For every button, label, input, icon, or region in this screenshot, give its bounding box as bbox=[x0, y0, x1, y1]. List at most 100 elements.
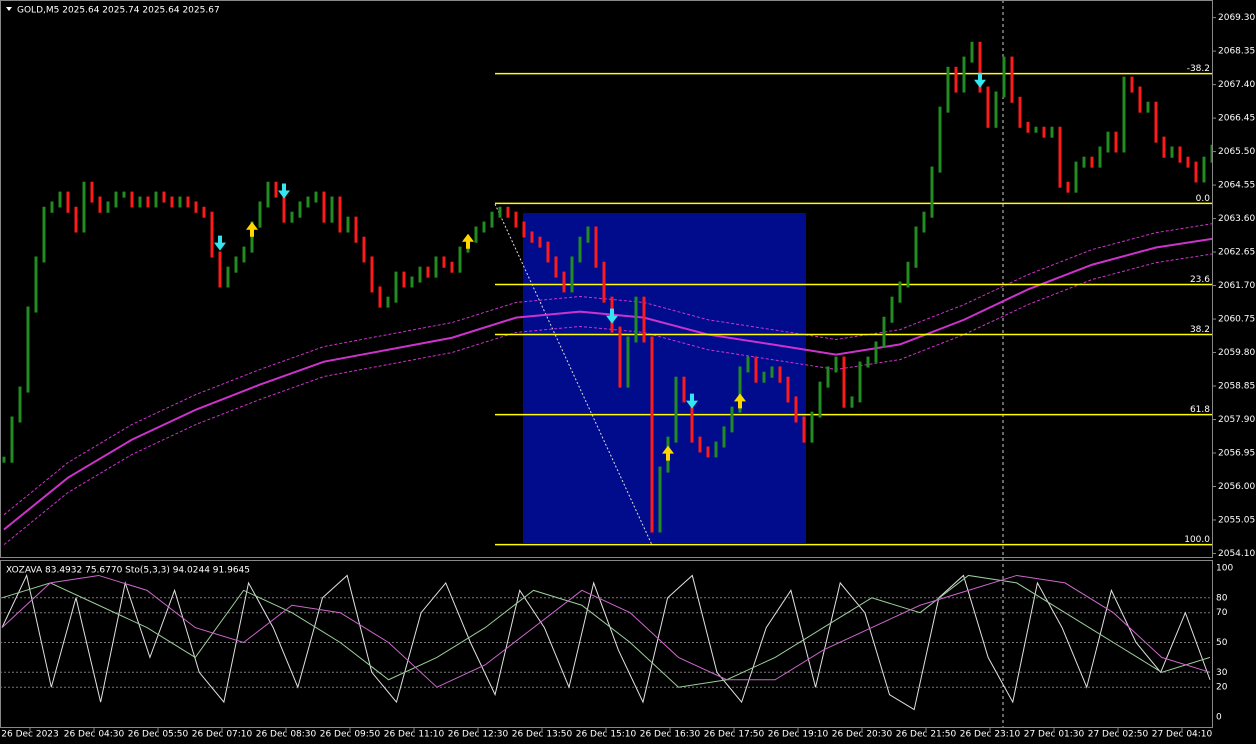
x-tick-label: 26 Dec 23:10 bbox=[960, 730, 1021, 740]
fib-label: -38.2 bbox=[1187, 64, 1210, 74]
price-bar bbox=[914, 226, 918, 268]
price-bar bbox=[1098, 146, 1102, 168]
y-tick-label: 2057.90 bbox=[1218, 415, 1255, 425]
price-bar bbox=[146, 196, 150, 208]
price-bar bbox=[1146, 101, 1150, 113]
price-bar bbox=[754, 356, 758, 383]
price-bar bbox=[794, 396, 798, 423]
chart-title: GOLD,M5 2025.64 2025.74 2025.64 2025.67 bbox=[17, 6, 220, 16]
price-bar bbox=[818, 381, 822, 418]
oscillator-line bbox=[1, 574, 1211, 688]
price-bar bbox=[450, 261, 454, 273]
price-bar bbox=[282, 191, 286, 223]
price-bar bbox=[922, 211, 926, 233]
price-bar bbox=[1058, 126, 1062, 188]
y-tick-label: 2054.10 bbox=[1218, 549, 1255, 559]
price-bar bbox=[946, 66, 950, 113]
price-bar bbox=[474, 226, 478, 243]
price-bar bbox=[370, 256, 374, 293]
price-bar bbox=[1074, 161, 1078, 193]
price-bar bbox=[402, 271, 406, 288]
price-bar bbox=[346, 216, 350, 233]
price-bar bbox=[634, 296, 638, 343]
price-bar bbox=[154, 191, 158, 208]
price-bar bbox=[730, 406, 734, 433]
price-bar bbox=[930, 166, 934, 218]
signal-arrow bbox=[278, 183, 290, 199]
price-bar bbox=[194, 201, 198, 213]
x-tick-label: 26 Dec 2023 bbox=[1, 730, 59, 740]
price-bar bbox=[698, 436, 702, 453]
price-bar bbox=[98, 196, 102, 213]
price-bar bbox=[874, 341, 878, 363]
price-bar bbox=[674, 376, 678, 443]
price-bar bbox=[338, 196, 342, 233]
price-bar bbox=[290, 211, 294, 223]
oscillator-line bbox=[1, 573, 1211, 711]
fib-trend-line bbox=[494, 203, 653, 546]
price-bar bbox=[706, 446, 710, 458]
signal-arrow bbox=[974, 72, 986, 88]
y-tick-label: 2061.70 bbox=[1218, 281, 1255, 291]
price-bar bbox=[210, 211, 214, 258]
price-bar bbox=[562, 271, 566, 293]
y-tick-label: 2068.35 bbox=[1218, 47, 1255, 57]
price-bar bbox=[330, 196, 334, 223]
price-bar bbox=[554, 256, 558, 278]
price-bar bbox=[938, 106, 942, 173]
price-bar bbox=[626, 336, 630, 388]
price-bar bbox=[258, 201, 262, 228]
signal-arrow bbox=[734, 393, 746, 409]
x-tick-label: 26 Dec 05:50 bbox=[128, 730, 189, 740]
price-bar bbox=[658, 466, 662, 533]
price-bar bbox=[834, 356, 838, 373]
x-tick-label: 26 Dec 09:50 bbox=[320, 730, 381, 740]
price-bar bbox=[1042, 126, 1046, 138]
price-bar bbox=[434, 256, 438, 278]
price-bar bbox=[714, 441, 718, 458]
price-bar bbox=[986, 86, 990, 128]
price-bar bbox=[778, 366, 782, 383]
y-tick-label: 0 bbox=[1216, 713, 1222, 723]
price-bar bbox=[1026, 121, 1030, 133]
price-bar bbox=[226, 266, 230, 288]
signal-arrow bbox=[606, 308, 618, 324]
x-tick-label: 26 Dec 08:30 bbox=[256, 730, 317, 740]
price-bar bbox=[1050, 126, 1054, 138]
price-bar bbox=[770, 366, 774, 378]
price-bar bbox=[18, 386, 22, 423]
fib-label: 100.0 bbox=[1184, 535, 1210, 545]
price-bar bbox=[1202, 156, 1206, 183]
y-tick-label: 30 bbox=[1216, 668, 1228, 678]
price-bar bbox=[826, 366, 830, 388]
x-tick-label: 26 Dec 04:30 bbox=[64, 730, 125, 740]
x-tick-label: 26 Dec 19:10 bbox=[768, 730, 829, 740]
price-bar bbox=[218, 251, 222, 288]
price-bar bbox=[34, 256, 38, 313]
price-bar bbox=[1082, 156, 1086, 168]
price-bar bbox=[1154, 101, 1158, 143]
y-tick-label: 100 bbox=[1216, 564, 1233, 574]
price-bar bbox=[1210, 144, 1212, 163]
price-bar bbox=[10, 416, 14, 463]
price-bar bbox=[250, 221, 254, 253]
signal-arrow bbox=[246, 221, 258, 237]
price-bar bbox=[1194, 161, 1198, 183]
price-bar bbox=[722, 426, 726, 448]
price-bar bbox=[810, 411, 814, 443]
y-tick-label: 2055.05 bbox=[1218, 515, 1255, 525]
price-bar bbox=[954, 66, 958, 93]
price-bar bbox=[978, 41, 982, 93]
price-bar bbox=[802, 416, 806, 443]
price-bar bbox=[362, 236, 366, 263]
x-tick-label: 26 Dec 13:50 bbox=[512, 730, 573, 740]
price-bar bbox=[114, 191, 118, 208]
y-tick-label: 2065.50 bbox=[1218, 147, 1255, 157]
price-bar bbox=[690, 396, 694, 443]
price-bar bbox=[234, 256, 238, 273]
price-bar bbox=[426, 266, 430, 278]
oscillator-plot bbox=[0, 573, 1212, 711]
price-bar bbox=[138, 196, 142, 208]
price-bar bbox=[66, 191, 70, 213]
